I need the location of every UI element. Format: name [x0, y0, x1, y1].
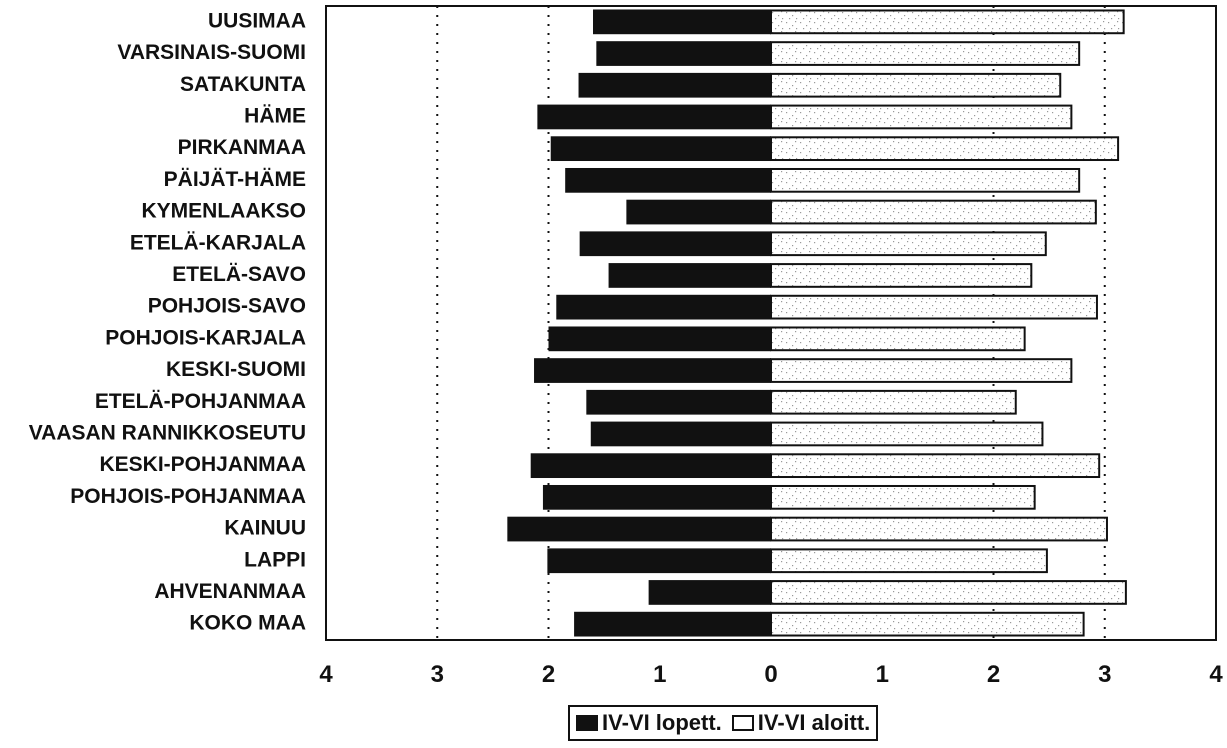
legend-label-aloitt: IV-VI aloitt.	[757, 710, 871, 735]
bar-aloitt	[770, 72, 1062, 98]
category-label: UUSIMAA	[208, 9, 306, 32]
bar-aloitt	[770, 294, 1098, 320]
bar-aloitt	[770, 580, 1127, 605]
category-label: ETELÄ-POHJANMAA	[95, 390, 306, 413]
x-tick-label: 4	[1209, 661, 1223, 688]
category-label: VAASAN RANNIKKOSEUTU	[29, 421, 306, 444]
category-label: ETELÄ-KARJALA	[130, 231, 306, 254]
category-label: HÄME	[244, 104, 306, 127]
bars-lopett	[507, 9, 771, 637]
category-label: SATAKUNTA	[180, 73, 306, 96]
bar-aloitt	[770, 41, 1081, 66]
category-label: VARSINAIS-SUOMI	[117, 41, 306, 64]
legend-item-lopett: IV-VI lopett.	[576, 710, 722, 736]
bars-aloitt	[770, 9, 1127, 637]
grid-lines	[436, 6, 1106, 640]
bar-lopett	[574, 611, 771, 637]
legend-swatch-aloitt	[731, 715, 754, 731]
bar-lopett	[608, 263, 771, 288]
bar-aloitt	[770, 167, 1081, 193]
bar-aloitt	[770, 421, 1044, 447]
bar-aloitt	[770, 104, 1073, 130]
x-tick-label: 1	[876, 661, 889, 688]
category-labels: UUSIMAA VARSINAIS-SUOMI SATAKUNTA HÄME PIRKA…	[29, 9, 306, 634]
category-label: KOKO MAA	[189, 612, 306, 635]
x-tick-label: 1	[653, 661, 666, 688]
legend: IV-VI lopett. IV-VI aloitt.	[568, 705, 879, 741]
x-tick-label: 4	[319, 661, 333, 688]
bar-lopett	[547, 548, 771, 574]
bar-aloitt	[770, 389, 1017, 415]
bar-aloitt	[770, 199, 1097, 225]
x-tick-label: 2	[542, 661, 555, 688]
bar-aloitt	[770, 231, 1047, 257]
bar-aloitt	[770, 9, 1125, 35]
bar-aloitt	[770, 516, 1108, 542]
plot-frame	[325, 5, 1217, 641]
bar-lopett	[534, 358, 771, 383]
bar-lopett	[537, 104, 771, 130]
bar-lopett	[590, 421, 771, 447]
category-label: PÄIJÄT-HÄME	[164, 168, 306, 191]
bar-lopett	[626, 199, 771, 225]
category-label: LAPPI	[244, 548, 306, 571]
category-label: KESKI-SUOMI	[166, 358, 306, 381]
bar-lopett	[542, 484, 771, 510]
category-label: AHVENANMAA	[154, 580, 306, 603]
bar-lopett	[593, 9, 771, 35]
bar-aloitt	[770, 326, 1026, 352]
bar-lopett	[507, 516, 771, 542]
x-tick-label: 3	[1098, 661, 1111, 688]
category-label: ETELÄ-SAVO	[172, 263, 306, 286]
bar-lopett	[548, 326, 771, 352]
bar-lopett	[596, 41, 771, 66]
bar-lopett	[565, 167, 771, 193]
x-tick-label: 2	[987, 661, 1000, 688]
x-tick-label: 3	[431, 661, 444, 688]
bar-aloitt	[770, 453, 1101, 479]
legend-item-aloitt: IV-VI aloitt.	[731, 710, 871, 736]
category-label: POHJOIS-POHJANMAA	[70, 485, 306, 508]
category-label: KESKI-POHJANMAA	[99, 453, 306, 476]
bar-aloitt	[770, 484, 1036, 510]
bar-lopett	[586, 389, 771, 415]
category-label: KAINUU	[224, 517, 306, 540]
legend-label-lopett: IV-VI lopett.	[602, 710, 722, 735]
bar-lopett	[648, 580, 771, 605]
category-label: POHJOIS-KARJALA	[105, 326, 306, 349]
bar-aloitt	[770, 263, 1033, 288]
bar-lopett	[530, 453, 771, 479]
bar-lopett	[578, 72, 771, 98]
x-tick-labels: 4 3 2 1 0 1 2 3 4	[319, 661, 1223, 688]
bar-aloitt	[770, 548, 1048, 574]
category-label: POHJOIS-SAVO	[148, 295, 306, 318]
bar-aloitt	[770, 611, 1085, 637]
category-label: KYMENLAAKSO	[141, 200, 306, 223]
bar-lopett	[556, 294, 771, 320]
bar-aloitt	[770, 136, 1120, 162]
bar-lopett	[550, 136, 771, 162]
x-tick-label: 0	[764, 661, 777, 688]
legend-swatch-lopett	[576, 715, 598, 731]
category-label: PIRKANMAA	[178, 136, 306, 159]
bar-lopett	[579, 231, 771, 257]
bar-aloitt	[770, 358, 1073, 383]
